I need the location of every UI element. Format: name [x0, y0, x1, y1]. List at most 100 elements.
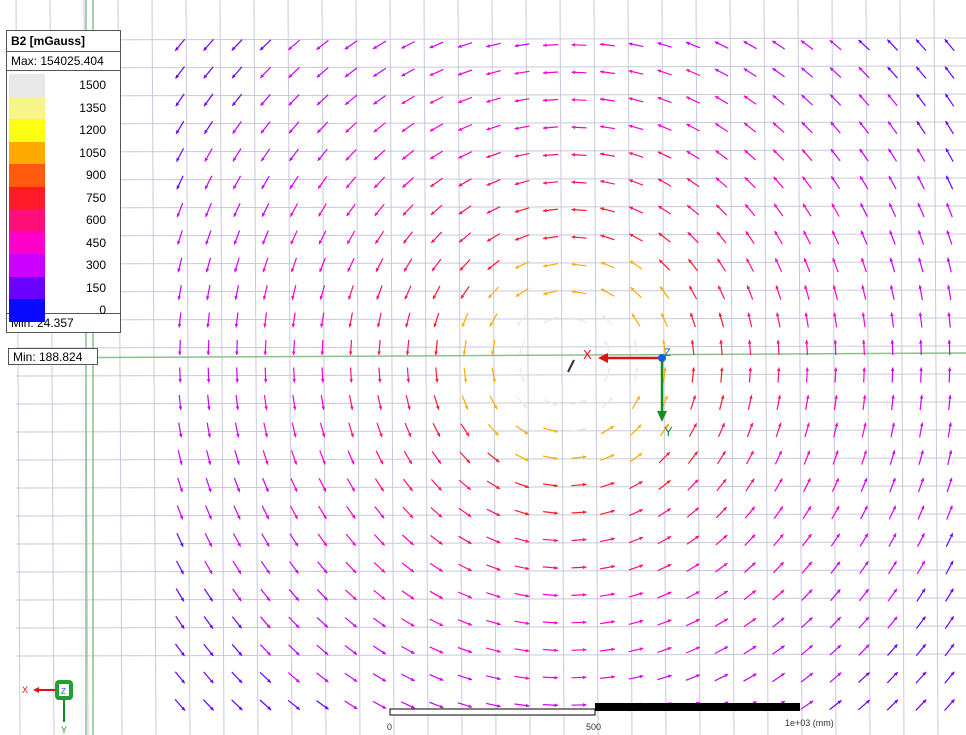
field-vector-head: [746, 258, 750, 263]
field-vector-head: [865, 644, 870, 649]
field-vector-head: [946, 175, 950, 180]
field-vector-head: [919, 395, 924, 399]
field-vector-head: [235, 351, 239, 355]
field-vector-head: [802, 149, 806, 154]
field-vector-head: [514, 71, 519, 75]
field-vector-head: [266, 597, 271, 601]
field-vector-head: [375, 239, 379, 244]
field-vector-head: [751, 506, 755, 511]
field-vector-head: [324, 623, 328, 628]
field-vector-head: [437, 459, 441, 464]
field-vector-head: [600, 42, 604, 47]
field-vector-head: [632, 313, 636, 318]
field-vector-head: [802, 176, 806, 181]
field-vector-head: [752, 618, 757, 622]
field-vector-head: [429, 72, 434, 76]
field-vector-head: [601, 288, 605, 293]
field-vector-head: [718, 285, 722, 290]
field-vector-head: [888, 148, 892, 153]
field-vector-head: [296, 706, 300, 710]
field-vector-head: [401, 128, 406, 132]
field-vector-head: [514, 154, 519, 158]
field-vector-head: [724, 618, 728, 622]
field-vector-head: [917, 148, 921, 153]
field-vector-head: [410, 650, 415, 654]
field-vector-head: [833, 312, 837, 317]
scale-label-start: 0: [387, 722, 393, 732]
field-vector-head: [438, 513, 443, 518]
field-vector-head: [657, 69, 662, 73]
field-vector-head: [723, 507, 727, 511]
field-vector-head: [554, 621, 558, 625]
field-vector-head: [486, 44, 490, 48]
field-vector-head: [801, 122, 806, 126]
legend-label: 1050: [79, 145, 106, 160]
field-vector-head: [234, 268, 238, 273]
color-legend[interactable]: B2 [mGauss] Max: 154025.404 1500 1350 1200…: [6, 30, 121, 333]
field-vector-head: [638, 509, 643, 513]
field-vector-head: [571, 262, 576, 267]
field-vector-head: [554, 566, 558, 570]
grid-line-horizontal: [15, 541, 966, 545]
field-vector-head: [267, 679, 271, 683]
field-vector-head: [237, 515, 241, 520]
field-vector-head: [289, 157, 293, 161]
field-vector-head: [350, 406, 354, 410]
field-vector-head: [865, 672, 870, 677]
field-vector-head: [439, 622, 444, 626]
field-vector-head: [410, 705, 415, 709]
field-vector-head: [917, 203, 922, 207]
field-vector-head: [743, 41, 748, 45]
legend-swatch: [9, 164, 45, 187]
field-vector-head: [861, 285, 865, 289]
field-vector-head: [863, 478, 868, 482]
field-vector-head: [582, 427, 587, 432]
field-vector-head: [431, 239, 436, 243]
field-vector-head: [291, 295, 295, 300]
field-vector-head: [263, 323, 267, 328]
field-vector-head: [666, 508, 671, 512]
field-vector-head: [320, 378, 325, 383]
field-vector-head: [461, 323, 466, 327]
field-vector-head: [609, 397, 613, 401]
field-vector-head: [487, 238, 491, 242]
field-vector-head: [351, 487, 355, 492]
field-vector-head: [920, 450, 924, 455]
field-vector-head: [380, 487, 384, 492]
field-vector-head: [319, 295, 324, 300]
field-vector-head: [831, 203, 836, 208]
field-vector-head: [774, 203, 778, 208]
field-vector-head: [864, 505, 868, 510]
orientation-triad[interactable]: X Y Z: [22, 680, 73, 735]
field-vector-head: [175, 47, 179, 51]
field-vector-head: [486, 182, 491, 186]
field-vector-head: [176, 130, 180, 134]
field-vector-head: [661, 313, 665, 318]
field-vector-head: [945, 148, 950, 153]
field-vector-head: [949, 505, 953, 510]
field-vector-head: [374, 156, 378, 160]
field-vector-head: [554, 675, 558, 680]
field-vector-head: [571, 98, 576, 102]
field-vector-head: [344, 45, 349, 50]
field-vector-head: [373, 45, 377, 49]
field-vector-head: [403, 239, 407, 244]
field-vector-head: [893, 616, 898, 621]
field-vector-head: [176, 157, 180, 162]
field-vector-head: [916, 39, 920, 44]
field-vector-head: [404, 267, 408, 272]
field-vector-head: [543, 319, 548, 324]
grid-line-vertical: [151, 0, 157, 735]
field-vector-head: [458, 99, 462, 104]
field-vector-head: [887, 39, 891, 44]
field-vector-head: [610, 509, 615, 514]
field-vector-head: [865, 589, 869, 593]
field-vector-head: [266, 542, 270, 547]
field-vector-head: [837, 672, 842, 677]
field-vector-head: [571, 290, 576, 294]
field-vector-head: [514, 98, 519, 103]
field-vector-head: [433, 295, 437, 300]
field-vector-head: [292, 351, 296, 355]
field-vector-head: [633, 340, 637, 344]
